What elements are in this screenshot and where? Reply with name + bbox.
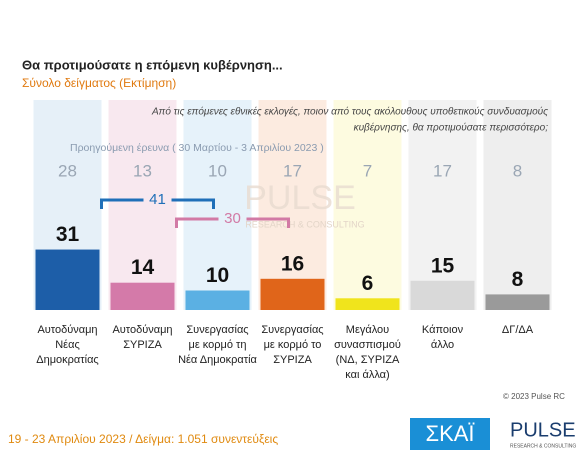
- previous-value: 7: [363, 161, 372, 180]
- bar: [260, 278, 325, 310]
- question: Από τις επόμενες εθνικές εκλογές, ποιον …: [151, 106, 548, 118]
- value-label: 6: [362, 272, 374, 295]
- column-bg: [258, 100, 327, 310]
- category-label: Μεγάλου: [346, 324, 389, 336]
- question: κυβέρνησης, θα προτιμούσατε περισσότερο;: [354, 122, 549, 134]
- bracket: [175, 217, 290, 228]
- footer: 19 - 23 Απριλίου 2023 / Δείγμα: 1.051 συ…: [8, 432, 278, 446]
- column-bg: [408, 100, 477, 310]
- column-bg: [108, 100, 177, 310]
- chart-title: Θα προτιμούσατε η επόμενη κυβέρνηση...: [22, 57, 283, 72]
- category-label: Αυτοδύναμη: [37, 324, 97, 336]
- value-label: 15: [431, 254, 455, 277]
- category-label: (ΝΔ, ΣΥΡΙΖΑ: [336, 354, 400, 366]
- category-label: Κάποιον: [422, 324, 464, 336]
- bracket-label: 30: [224, 210, 241, 227]
- previous-value: 13: [133, 161, 152, 180]
- column-bg: [483, 100, 552, 310]
- logo-skai: ΣΚΑΪ: [425, 421, 475, 446]
- category-label: με κορμό το: [264, 339, 322, 351]
- bar: [185, 290, 250, 310]
- category-label: Νέα Δημοκρατία: [178, 354, 257, 366]
- logo-box: [410, 418, 490, 450]
- category-label: Αυτοδύναμη: [112, 324, 172, 336]
- column-bg: [183, 100, 252, 310]
- previous-value: 17: [433, 161, 452, 180]
- bracket: [100, 198, 215, 209]
- category-label: άλλο: [431, 339, 454, 351]
- column-bg: [333, 100, 402, 310]
- bracket-label: 41: [149, 191, 166, 208]
- category-label: Συνεργασίας: [186, 324, 248, 336]
- category-label: ΣΥΡΙΖΑ: [273, 354, 312, 366]
- previous-value: 10: [208, 161, 227, 180]
- category-label: ΔΓ/ΔΑ: [502, 324, 534, 336]
- logo-pulse: PULSE: [510, 419, 576, 441]
- previous-value: 28: [58, 161, 77, 180]
- previous-value: 8: [513, 161, 522, 180]
- watermark: PULSE: [244, 179, 356, 217]
- chart-subtitle: Σύνολο δείγματος (Εκτίμηση): [22, 76, 176, 90]
- value-label: 8: [512, 268, 524, 291]
- category-label: Νέας: [55, 339, 80, 351]
- watermark: RESEARCH & CONSULTING: [245, 219, 364, 229]
- value-label: 16: [281, 252, 304, 275]
- previous-label: Προηγούμενη έρευνα ( 30 Μαρτίου - 3 Απρι…: [70, 142, 324, 154]
- category-label: Συνεργασίας: [261, 324, 323, 336]
- bar: [35, 249, 100, 310]
- category-label: και άλλα): [345, 369, 389, 381]
- category-label: ΣΥΡΙΖΑ: [123, 339, 162, 351]
- category-label: συνασπισμού: [334, 339, 401, 351]
- value-label: 10: [206, 264, 229, 287]
- logo-sub: RESEARCH & CONSULTING: [510, 443, 576, 449]
- bar: [410, 280, 475, 310]
- bar: [110, 282, 175, 310]
- value-label: 31: [56, 223, 80, 246]
- value-label: 14: [131, 256, 155, 279]
- bar: [485, 294, 550, 310]
- category-label: Δημοκρατίας: [36, 354, 99, 366]
- previous-value: 17: [283, 161, 302, 180]
- copyright: © 2023 Pulse RC: [503, 392, 565, 401]
- category-label: με κορμό τη: [188, 339, 246, 351]
- bar: [335, 298, 400, 310]
